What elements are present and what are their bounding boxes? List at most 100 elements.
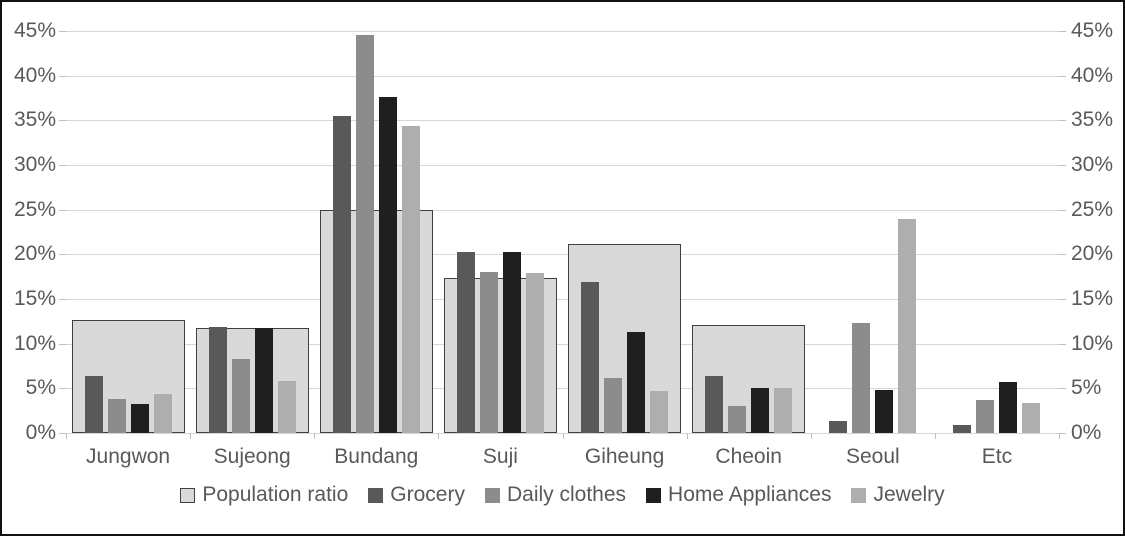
gridline-40% (66, 75, 1059, 77)
gridline-5% (66, 388, 1059, 390)
x-category-label-sujeong: Sujeong (213, 445, 291, 468)
bar-home-appliances-seoul (875, 390, 894, 433)
x-category-label-suji: Suji (482, 445, 518, 468)
legend-item-jewelry: Jewelry (851, 483, 945, 507)
bar-jewelry-giheung (650, 391, 669, 433)
bar-daily-clothes-cheoin (728, 406, 747, 433)
bar-grocery-jungwon (84, 375, 103, 433)
legend-item-home-appliances: Home Appliances (646, 483, 831, 507)
bar-grocery-sujeong (208, 326, 227, 433)
x-category-label-seoul: Seoul (845, 445, 900, 468)
y-axis-tick-right (1059, 299, 1066, 300)
legend-label-daily-clothes: Daily clothes (506, 483, 627, 506)
gridline-15% (66, 299, 1059, 300)
legend-swatch-jewelry (851, 487, 867, 503)
y-axis-label-left: 35% (13, 108, 56, 132)
y-axis-label-left: 0% (25, 421, 56, 444)
gridline-20% (66, 254, 1059, 256)
bar-home-appliances-suji (502, 251, 521, 433)
y-axis-label-right: 5% (1071, 376, 1102, 400)
bar-grocery-suji (456, 251, 475, 433)
gridline-30% (66, 165, 1059, 166)
y-axis-tick-left (59, 75, 66, 77)
bar-jewelry-jungwon (153, 393, 172, 433)
y-axis-tick-left (59, 343, 66, 345)
bar-jewelry-sujeong (277, 381, 296, 433)
bar-grocery-seoul (829, 421, 848, 433)
x-axis-tick (686, 433, 688, 439)
bar-home-appliances-sujeong (254, 327, 273, 433)
y-axis-tick-right (1059, 165, 1066, 166)
y-axis-label-left: 45% (13, 19, 56, 42)
bar-daily-clothes-etc (976, 399, 995, 433)
bar-grocery-giheung (581, 282, 600, 433)
y-axis-label-left: 20% (13, 242, 56, 266)
x-axis-tick (190, 433, 192, 439)
y-axis-label-right: 0% (1071, 421, 1102, 444)
bar-jewelry-bundang (401, 125, 420, 433)
legend-item-grocery: Grocery (368, 483, 465, 507)
bar-jewelry-cheoin (774, 388, 793, 433)
bar-daily-clothes-giheung (604, 377, 623, 433)
y-axis-label-left: 5% (25, 376, 56, 400)
x-axis-tick (562, 433, 564, 439)
bar-home-appliances-cheoin (751, 388, 770, 433)
bar-home-appliances-jungwon (130, 403, 149, 433)
y-axis-tick-right (1059, 31, 1066, 32)
y-axis-tick-right (1059, 120, 1066, 122)
y-axis-tick-left (59, 120, 66, 122)
gridline-45% (66, 31, 1059, 32)
legend-label-jewelry: Jewelry (873, 483, 945, 506)
legend-swatch-daily-clothes (484, 487, 500, 503)
y-axis-tick-left (59, 433, 66, 434)
x-axis-tick (934, 433, 936, 439)
x-category-label-etc: Etc (981, 445, 1013, 468)
y-axis-label-left: 30% (13, 153, 56, 176)
x-axis-tick (438, 433, 440, 439)
y-axis-label-right: 25% (1071, 197, 1114, 221)
y-axis-label-right: 20% (1071, 242, 1114, 266)
legend-label-home-appliances: Home Appliances (668, 483, 832, 506)
y-axis-label-right: 15% (1071, 287, 1114, 310)
bar-daily-clothes-suji (479, 272, 498, 433)
bar-daily-clothes-seoul (852, 323, 871, 433)
bar-daily-clothes-jungwon (107, 399, 126, 433)
x-axis-tick (314, 433, 316, 439)
legend-label-population-ratio: Population ratio (202, 483, 349, 506)
y-axis-tick-right (1059, 75, 1066, 77)
bar-home-appliances-giheung (627, 332, 646, 433)
y-axis-tick-left (59, 209, 66, 211)
legend-item-daily-clothes: Daily clothes (484, 483, 627, 507)
y-axis-label-right: 45% (1071, 19, 1114, 42)
bar-jewelry-seoul (898, 218, 917, 433)
y-axis-tick-right (1059, 433, 1066, 434)
legend-swatch-population-ratio (180, 487, 196, 503)
y-axis-label-right: 35% (1071, 108, 1114, 132)
y-axis-tick-left (59, 254, 66, 256)
x-category-label-giheung: Giheung (584, 445, 665, 468)
bar-daily-clothes-sujeong (231, 358, 250, 433)
x-axis-tick (1059, 433, 1060, 439)
bar-jewelry-etc (1022, 402, 1041, 433)
y-axis-tick-right (1059, 209, 1066, 211)
x-category-label-cheoin: Cheoin (715, 445, 782, 468)
y-axis-tick-right (1059, 254, 1066, 256)
y-axis-label-right: 40% (1071, 63, 1114, 87)
y-axis-label-left: 40% (13, 63, 56, 87)
bar-grocery-bundang (332, 115, 351, 433)
y-axis-tick-left (59, 165, 66, 166)
y-axis-tick-right (1059, 388, 1066, 390)
bar-grocery-cheoin (705, 375, 724, 433)
bar-daily-clothes-bundang (355, 35, 374, 433)
bar-grocery-etc (953, 424, 972, 433)
y-axis-tick-left (59, 299, 66, 300)
bar-home-appliances-etc (999, 382, 1018, 433)
legend-item-population-ratio: Population ratio (180, 483, 348, 507)
x-axis-tick (810, 433, 812, 439)
bar-home-appliances-bundang (378, 97, 397, 433)
x-category-label-jungwon: Jungwon (86, 445, 171, 468)
gridline-25% (66, 209, 1059, 211)
y-axis-label-left: 10% (13, 331, 56, 355)
y-axis-label-right: 30% (1071, 153, 1114, 176)
